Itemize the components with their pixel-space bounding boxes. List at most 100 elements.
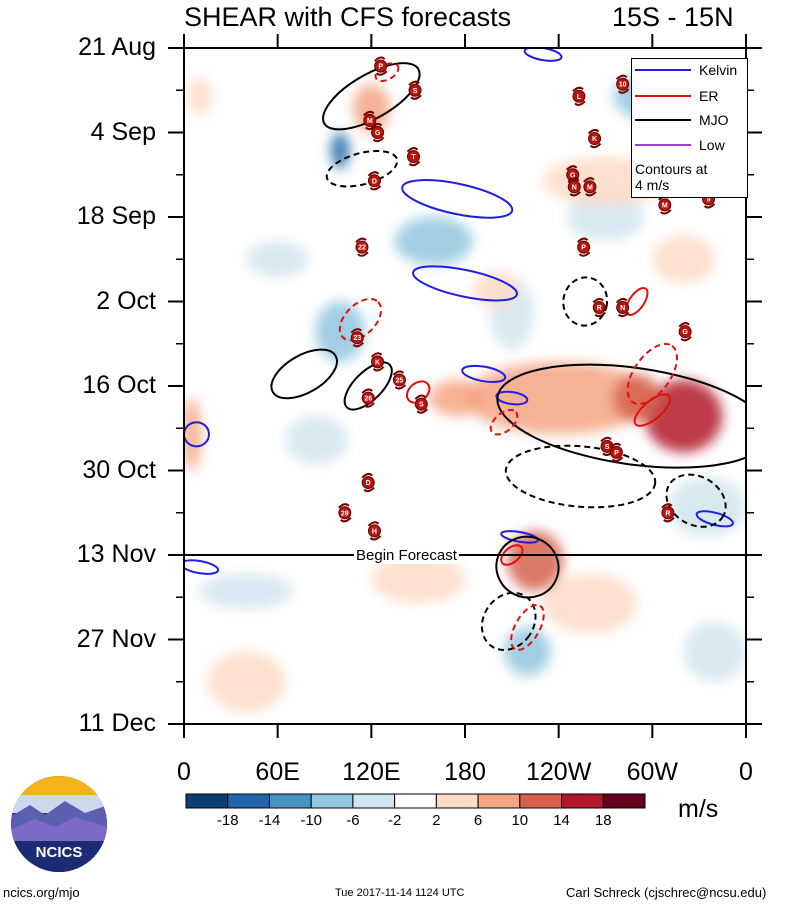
ncics-logo: NCICS	[11, 776, 107, 872]
anomaly-blob	[652, 235, 715, 284]
x-tick-label: 120W	[526, 758, 592, 786]
storm-marker: 29	[338, 503, 352, 523]
storm-label: P	[378, 64, 383, 71]
colorbar-label: -6	[346, 812, 360, 829]
mjo-contour	[480, 591, 537, 651]
anomaly-blob	[330, 132, 350, 169]
anomaly-blob	[683, 621, 746, 682]
y-tick-label: 27 Nov	[76, 624, 156, 653]
storm-label: M	[587, 184, 593, 191]
colorbar-swatch	[310, 793, 354, 809]
colorbar-swatch	[477, 793, 521, 809]
kelvin-contour	[500, 530, 540, 544]
anomaly-blob	[504, 627, 551, 676]
legend-kelvin: Kelvin	[635, 61, 737, 79]
colorbar-swatch	[519, 793, 563, 809]
storm-label: R	[597, 305, 602, 312]
storm-marker: 25	[392, 370, 407, 390]
legend-note-line2: 4 m/s	[635, 177, 670, 193]
er-contour	[500, 544, 524, 566]
storm-marker: 22	[355, 237, 369, 257]
plot-frame	[168, 34, 762, 738]
y-tick-label: 2 Oct	[96, 286, 156, 315]
storm-label: 10	[619, 82, 627, 89]
storm-label: T	[411, 154, 416, 161]
storm-marker: 26	[361, 388, 375, 408]
er-contour	[510, 603, 545, 651]
logo-text: NCICS	[36, 844, 83, 861]
storm-marker: M	[583, 177, 597, 197]
legend-mjo: MJO	[635, 111, 729, 129]
y-tick-label: 30 Oct	[82, 455, 156, 484]
y-tick-label: 13 Nov	[76, 540, 156, 568]
storm-marker: K	[587, 128, 602, 149]
storm-label: D	[372, 178, 377, 185]
storm-label: S	[413, 88, 418, 95]
colorbar	[185, 793, 646, 809]
colorbar-swatch	[185, 793, 229, 809]
x-tick-label: 0	[177, 758, 191, 786]
storm-marker: L	[572, 86, 586, 106]
anomaly-blob	[371, 555, 465, 604]
storm-label: N	[572, 184, 577, 191]
storm-label: 26	[364, 396, 372, 403]
y-tick-label: 16 Oct	[82, 371, 156, 399]
kelvin-contour	[184, 559, 220, 575]
colorbar-swatch	[435, 793, 479, 809]
anomaly-blob	[566, 192, 645, 242]
storm-marker: 23	[350, 328, 364, 348]
anomaly-blob	[199, 573, 294, 610]
storm-label: P	[614, 450, 619, 457]
storm-marker: M	[363, 110, 377, 131]
er-contour	[626, 342, 678, 405]
storm-label: L	[577, 94, 582, 101]
colorbar-swatch	[352, 793, 396, 809]
legend-kelvin-label: Kelvin	[699, 62, 738, 78]
colorbar-label: 14	[553, 812, 570, 829]
kelvin-contour	[184, 421, 210, 448]
storm-marker: D	[367, 171, 382, 191]
storm-marker: S	[408, 80, 422, 100]
legend-low-label: Low	[699, 137, 725, 153]
footer-timestamp: Tue 2017-11-14 1124 UTC	[335, 887, 465, 899]
chart-title: SHEAR with CFS forecasts	[184, 2, 512, 32]
storm-label: R	[665, 510, 670, 517]
storm-label: 25	[396, 377, 404, 384]
storm-marker: G	[678, 322, 692, 342]
x-tick-label: 60E	[255, 758, 300, 786]
anomaly-blob	[207, 651, 286, 712]
anomaly-field	[184, 72, 746, 712]
anomaly-blob	[472, 271, 520, 308]
legend-low: Low	[635, 136, 725, 154]
anomaly-blob	[187, 78, 213, 115]
storm-label: 9	[707, 196, 711, 203]
colorbar-label: -18	[216, 812, 239, 829]
colorbar-swatch	[227, 793, 270, 809]
y-tick-label: 11 Dec	[78, 709, 156, 737]
colorbar-swatch	[561, 793, 604, 809]
x-tick-label: 120E	[342, 758, 401, 786]
x-tick-label: 0	[739, 758, 753, 786]
legend-er: ER	[635, 87, 718, 105]
kelvin-contour	[495, 390, 529, 406]
mjo-contour	[562, 276, 609, 327]
kelvin-contour	[401, 179, 514, 219]
colorbar-swatch	[602, 793, 646, 809]
storm-label: M	[367, 118, 373, 125]
colorbar-label: 18	[594, 812, 612, 829]
er-contour	[489, 409, 519, 436]
anomaly-blob	[543, 573, 637, 634]
storm-label: G	[570, 172, 576, 179]
storm-marker: G	[370, 122, 385, 143]
storm-marker: T	[406, 147, 421, 167]
mjo-contour	[495, 535, 560, 599]
colorbar-swatch	[394, 793, 437, 809]
anomaly-blob	[285, 416, 348, 465]
storm-marker: S	[414, 394, 428, 414]
anomaly-blob	[184, 398, 202, 471]
colorbar-label: 2	[432, 812, 441, 829]
er-contour	[374, 62, 400, 82]
anomaly-blob	[613, 373, 661, 423]
mjo-contour	[325, 149, 399, 188]
